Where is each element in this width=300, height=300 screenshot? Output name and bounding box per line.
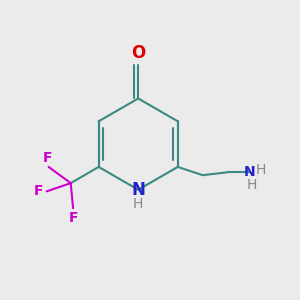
- Text: H: H: [246, 178, 256, 192]
- Text: F: F: [34, 184, 43, 198]
- Text: F: F: [42, 151, 52, 165]
- Text: H: H: [133, 197, 143, 212]
- Text: O: O: [131, 44, 145, 62]
- Text: N: N: [244, 165, 256, 179]
- Text: H: H: [256, 163, 266, 177]
- Text: N: N: [131, 181, 145, 199]
- Text: F: F: [68, 211, 78, 224]
